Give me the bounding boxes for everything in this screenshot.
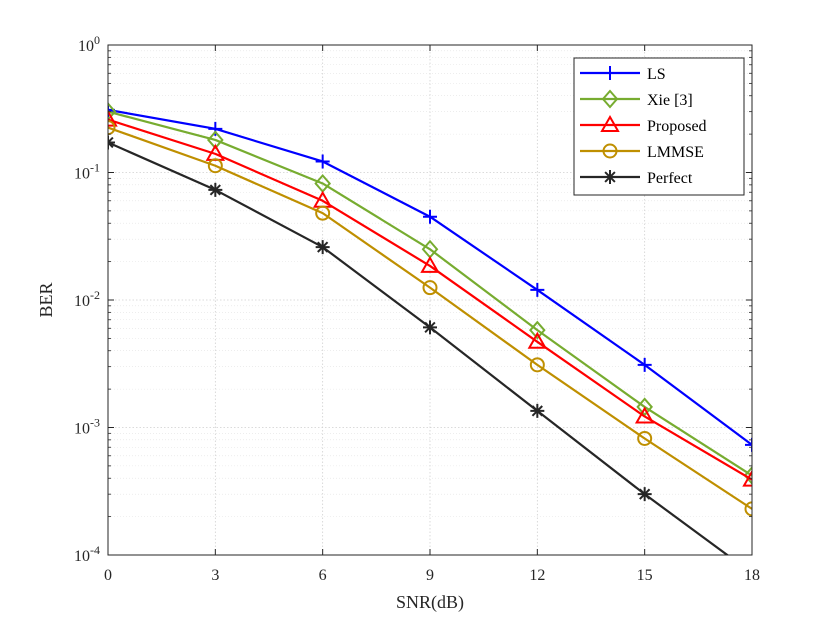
y-tick-label: 10-4 (74, 543, 100, 565)
x-tick-label: 9 (426, 567, 434, 584)
data-point-marker (315, 205, 331, 221)
legend-marker (603, 66, 617, 80)
data-point-marker (422, 280, 438, 296)
data-point-marker (207, 158, 223, 174)
data-point-marker (637, 430, 653, 446)
data-point-marker (530, 282, 545, 297)
data-point-marker (207, 130, 224, 150)
legend-marker (601, 89, 619, 109)
x-tick-label: 12 (529, 567, 545, 584)
data-point-marker (529, 357, 545, 373)
data-point-marker (745, 437, 752, 452)
x-tick-label: 0 (104, 567, 112, 584)
legend-label: Perfect (647, 170, 693, 187)
y-tick-label: 10-3 (74, 416, 100, 438)
data-point-marker (742, 469, 752, 487)
data-point-marker (634, 406, 655, 424)
legend-label: LMMSE (647, 144, 704, 161)
legend-entry: Proposed (580, 114, 707, 135)
y-tick-label: 10-2 (74, 288, 100, 310)
ticks: 0 3 6 9 12 15 18 100 10-1 10-2 10-3 10-4 (74, 33, 760, 584)
data-point-marker (315, 154, 330, 169)
series-group (108, 102, 752, 555)
legend-entry: Xie [3] (580, 89, 693, 109)
series-line (108, 118, 752, 481)
x-tick-label: 15 (637, 567, 653, 584)
data-point-marker (423, 320, 437, 335)
legend: LS Xie [3] Proposed LMMSE Perfect (573, 57, 745, 196)
data-point-marker (208, 182, 223, 197)
y-axis-label: BER (36, 282, 56, 317)
data-point-marker (636, 397, 653, 417)
legend-entry: Perfect (580, 170, 693, 187)
legend-marker (600, 114, 620, 132)
legend-marker (602, 143, 618, 159)
data-point-marker (315, 240, 330, 255)
x-axis-label: SNR(dB) (396, 592, 464, 613)
data-point-marker (530, 403, 545, 418)
data-point-marker (108, 102, 117, 122)
data-point-marker (208, 121, 223, 136)
x-tick-label: 3 (211, 567, 219, 584)
series-perfect (108, 135, 730, 555)
series-line (108, 126, 752, 510)
x-tick-label: 6 (319, 567, 327, 584)
y-tick-label: 100 (78, 33, 100, 55)
data-point-marker (108, 109, 118, 127)
y-tick-label: 10-1 (74, 161, 100, 183)
data-point-marker (108, 120, 116, 136)
legend-box (573, 57, 745, 196)
legend-entry: LS (580, 66, 666, 83)
legend-label: Proposed (647, 118, 707, 135)
legend-label: LS (647, 66, 666, 83)
data-point-marker (637, 357, 652, 372)
data-point-marker (423, 209, 437, 224)
data-point-marker (743, 466, 752, 486)
data-point-marker (529, 320, 546, 340)
legend-marker (603, 170, 617, 184)
data-point-marker (637, 487, 652, 502)
legend-entry: LMMSE (580, 143, 704, 161)
data-point-marker (527, 331, 548, 349)
series-lmmse (108, 120, 752, 517)
legend-label: Xie [3] (647, 92, 693, 109)
x-tick-label: 18 (744, 567, 760, 584)
data-point-marker (420, 255, 440, 273)
data-point-marker (744, 501, 752, 517)
